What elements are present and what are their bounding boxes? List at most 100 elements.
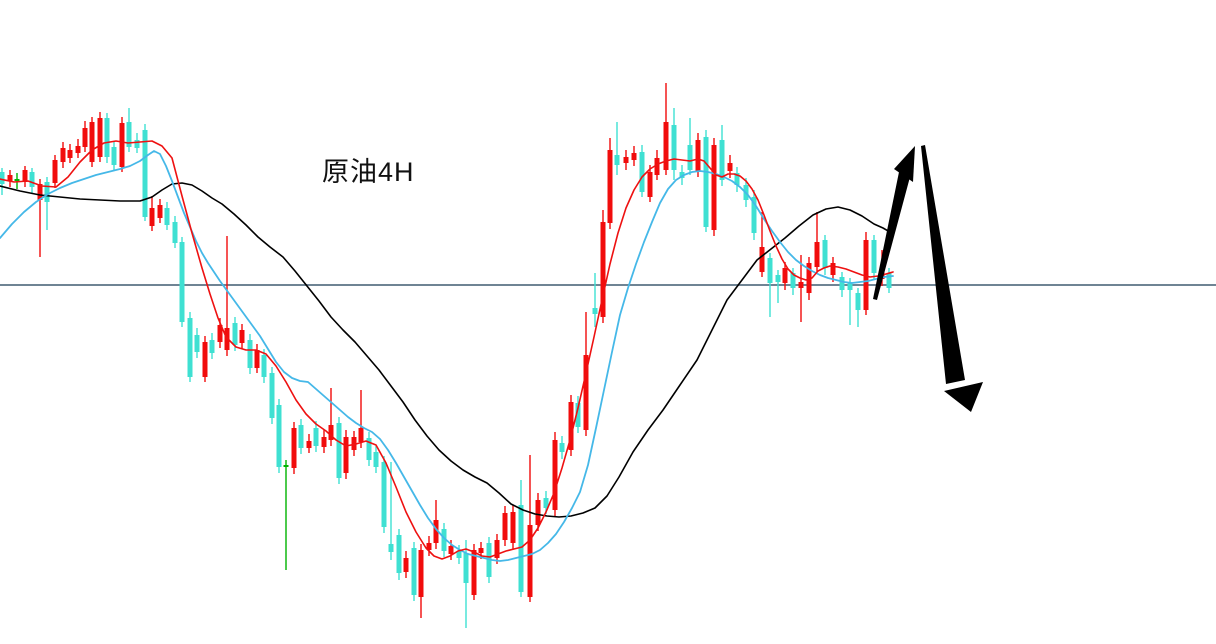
candle-body [559,443,565,452]
candle-body [830,263,836,275]
candle-body [60,148,66,162]
candle-body [179,242,185,322]
candle-body [269,373,275,418]
candle-body [194,335,200,352]
candle-body [855,293,861,310]
candle-body [727,163,733,171]
candle-body [600,222,606,317]
candle-body [126,122,132,147]
candle-body [291,428,297,468]
candle-body [373,452,379,467]
candle-body [583,355,589,430]
candle-body [568,402,574,450]
candle-body [328,425,334,440]
candle-body [104,118,110,157]
candle-body [418,550,424,597]
candle-body [89,122,95,162]
candle-body [639,152,645,192]
candle-body [44,182,50,202]
candle-body [527,525,533,597]
candle-body [822,240,828,268]
candle-body [535,500,541,525]
candle-body [239,330,245,343]
candle-body [7,175,13,181]
candle-body [276,405,282,467]
candle-body [67,150,73,158]
candle-body [552,440,558,510]
candle-body [543,498,549,508]
ma-slow-line [0,182,891,518]
candle-body [711,145,717,230]
candle-body [119,123,125,167]
candle-body [478,548,484,553]
ma-mid-line [0,150,894,562]
candle-body [847,283,853,290]
candle-body [448,546,454,554]
candle-body [37,184,43,200]
candle-body [22,170,28,182]
candle-body [871,240,877,273]
candle-body [217,325,223,342]
candle-body [775,275,781,282]
candle-body [298,425,304,448]
candle-body [254,350,260,368]
candle-body [14,179,20,181]
candle-body [142,130,148,217]
candle-body [149,208,155,226]
candle-body [172,222,178,243]
candle-body [97,118,103,157]
candle-body [343,437,349,473]
candle-body [647,172,653,197]
candle-body [607,150,613,223]
candle-body [592,308,598,314]
candle-body [471,550,477,595]
candle-body [518,505,524,592]
candle-body [75,146,81,153]
candle-body [336,423,342,478]
candle-body [790,273,796,288]
candle-body [654,158,660,175]
candle-body [798,282,804,288]
candle-body [366,438,372,460]
candle-body [52,160,58,183]
candle-body [433,520,439,543]
candle-body [411,548,417,595]
candle-body [164,208,170,225]
arrow-down-head-icon [944,382,983,412]
candle-body [695,140,701,172]
candle-body [313,428,319,446]
candle-body [261,355,267,377]
candle-body [134,140,140,148]
candle-body [806,263,812,293]
candle-body [388,544,394,552]
candle-body [396,535,402,573]
candle-body [29,172,35,187]
candle-body [782,268,788,283]
candle-body [202,342,208,377]
candle-body [321,437,327,447]
candle-body [863,240,869,310]
candle-body [839,277,845,290]
ma-fast-line [0,140,894,560]
candle-body [187,318,193,377]
candle-body [209,340,215,353]
candle-body [719,140,725,180]
candle-body [510,512,516,543]
candle-body [734,173,740,185]
arrow-up-head-icon [894,146,915,182]
candle-body [767,258,773,283]
candle-body [358,428,364,442]
candle-body [663,122,669,170]
candle-body [157,205,163,218]
candle-body [381,462,387,527]
chart-title-label: 原油4H [322,157,415,187]
candle-body [247,340,253,368]
candle-body [614,155,620,165]
arrow-down-shaft [921,145,965,384]
candle-body [232,323,238,345]
candle-body [671,125,677,170]
candle-body [494,540,500,558]
candle-body [687,145,693,170]
